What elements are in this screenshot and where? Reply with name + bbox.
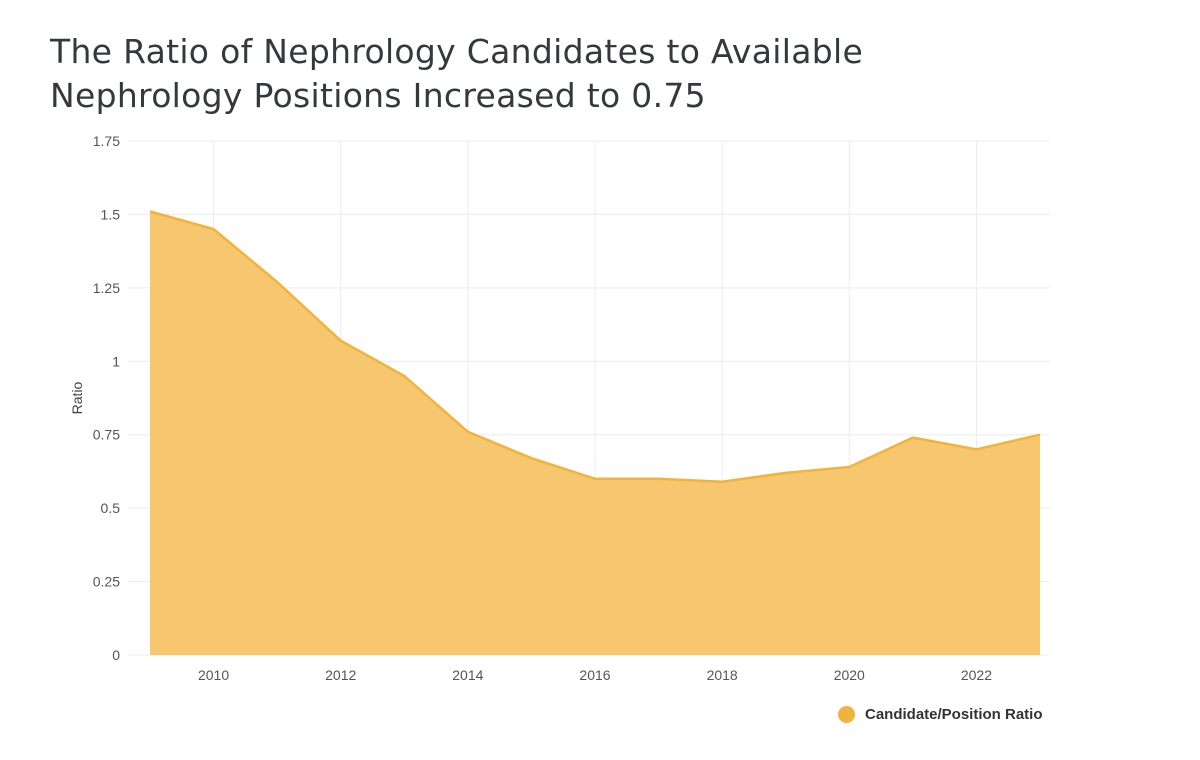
y-tick-label: 1.75 [93, 133, 120, 149]
data-point [657, 477, 660, 480]
data-point [276, 280, 279, 283]
data-point [339, 339, 342, 342]
series-line [149, 210, 1041, 483]
y-tick-label: 1.25 [93, 280, 120, 296]
x-tick-label: 2010 [198, 667, 229, 683]
y-tick-label: 0.25 [93, 574, 120, 590]
y-tick-label: 0.5 [101, 500, 121, 516]
data-point [721, 480, 724, 483]
x-tick-label: 2018 [707, 667, 738, 683]
legend-label: Candidate/Position Ratio [865, 706, 1043, 723]
chart-title-line-1: The Ratio of Nephrology Candidates to Av… [50, 32, 864, 71]
data-point [530, 457, 533, 460]
y-axis-label: Ratio [69, 381, 85, 414]
y-tick-label: 1 [112, 353, 120, 369]
legend[interactable]: Candidate/Position Ratio [838, 706, 1043, 723]
y-tick-label: 1.5 [101, 206, 121, 222]
x-tick-label: 2020 [834, 667, 865, 683]
legend-marker [838, 706, 855, 723]
y-axis-ticks: 0 0.25 0.5 0.75 1 1.25 1.5 1.75 [93, 133, 120, 663]
y-tick-label: 0.75 [93, 427, 120, 443]
x-tick-label: 2022 [961, 667, 992, 683]
data-point [975, 448, 978, 451]
chart-title-line-2: Nephrology Positions Increased to 0.75 [50, 76, 706, 115]
data-point [848, 466, 851, 469]
data-point [403, 374, 406, 377]
y-tick-label: 0 [112, 647, 120, 663]
series-area [150, 211, 1040, 655]
x-tick-label: 2012 [325, 667, 356, 683]
data-point [911, 436, 914, 439]
x-tick-label: 2014 [452, 667, 483, 683]
data-point [212, 228, 215, 231]
data-point [1039, 433, 1042, 436]
data-point [466, 430, 469, 433]
x-axis-ticks: 2010 2012 2014 2016 2018 2020 2022 [198, 667, 992, 683]
x-tick-label: 2016 [579, 667, 610, 683]
data-point [784, 471, 787, 474]
area-layer [149, 210, 1042, 655]
data-point [149, 210, 152, 213]
data-point [594, 477, 597, 480]
chart-title: The Ratio of Nephrology Candidates to Av… [50, 30, 1150, 118]
